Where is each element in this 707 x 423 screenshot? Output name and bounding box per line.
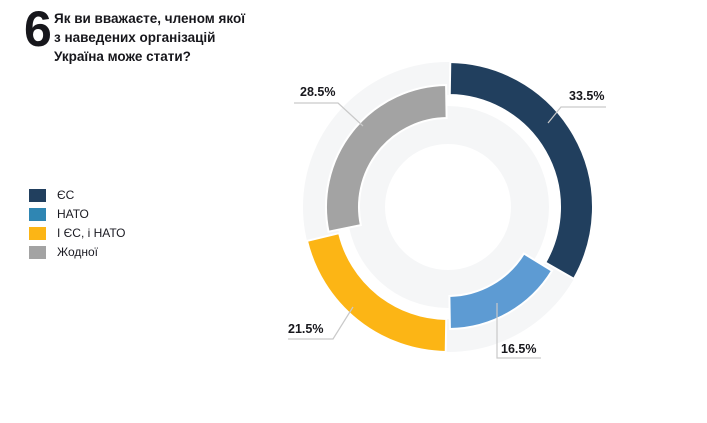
data-label-eu: 33.5% <box>569 89 605 103</box>
legend-swatch-none <box>29 245 46 259</box>
legend-item-none: Жодної <box>29 245 125 259</box>
legend-item-both: І ЄС, і НАТО <box>29 226 125 240</box>
legend-swatch-nato <box>29 207 46 221</box>
legend-swatch-both <box>29 226 46 240</box>
segment-eu <box>448 61 594 281</box>
leader-line-eu <box>547 106 606 124</box>
segment-both <box>305 231 448 353</box>
segment-none <box>325 84 448 233</box>
leader-line-none <box>294 102 364 127</box>
legend-label-none: Жодної <box>57 245 98 259</box>
chart-title-line-1: Як ви вважаєте, членом якої <box>54 11 246 26</box>
data-label-both: 21.5% <box>288 322 324 336</box>
chart-title-line-3: Україна може стати? <box>54 49 191 64</box>
background-track-1 <box>347 106 549 308</box>
leader-line-nato <box>496 303 541 359</box>
chart-legend: ЄС НАТО І ЄС, і НАТО Жодної <box>29 188 125 264</box>
question-number: 6 <box>24 1 52 57</box>
legend-item-nato: НАТО <box>29 207 125 221</box>
legend-label-both: І ЄС, і НАТО <box>57 226 126 240</box>
legend-item-eu: ЄС <box>29 188 125 202</box>
legend-label-eu: ЄС <box>57 188 75 202</box>
data-label-none: 28.5% <box>300 85 336 99</box>
legend-label-nato: НАТО <box>57 207 89 221</box>
segment-nato <box>448 252 554 330</box>
chart-title-line-2: з наведених організацій <box>54 30 216 45</box>
leader-line-both <box>288 306 354 340</box>
legend-swatch-eu <box>29 188 46 202</box>
chart-title: Як ви вважаєте, членом якої з наведених … <box>54 9 304 66</box>
data-label-nato: 16.5% <box>501 342 537 356</box>
